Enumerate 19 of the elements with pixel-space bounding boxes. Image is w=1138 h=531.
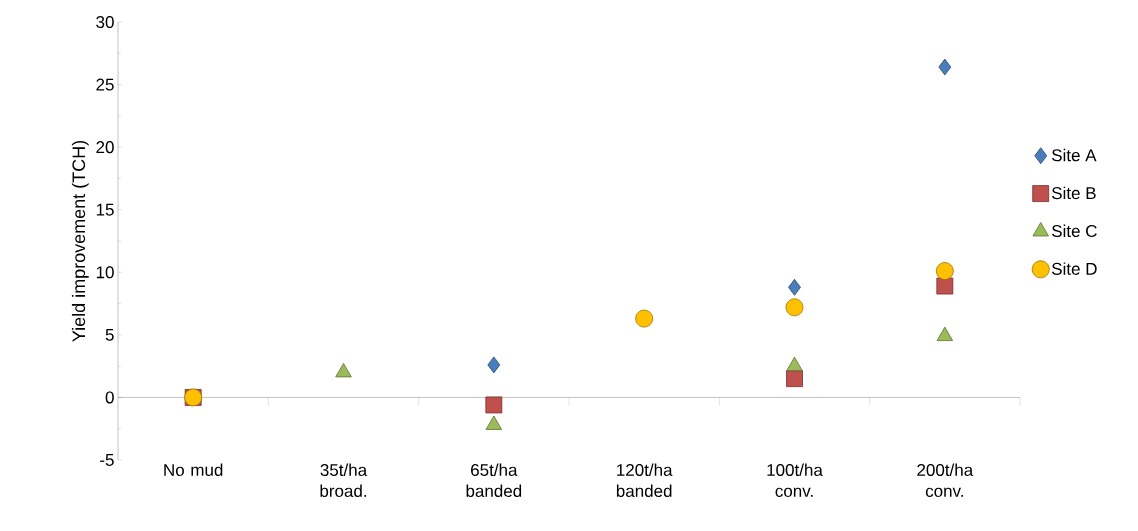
x-tick-label: 65t/ha banded (466, 463, 522, 498)
y-tick-label: 10 (96, 266, 114, 279)
legend-label: Site C (1051, 224, 1097, 238)
y-tick-label: 25 (96, 78, 114, 91)
y-tick-label: 0 (105, 391, 114, 404)
x-tick-label: 120t/ha banded (616, 463, 673, 498)
legend-label: Site D (1051, 262, 1097, 275)
x-tick-label: 200t/ha conv. (917, 463, 974, 498)
y-tick-label: 30 (96, 15, 114, 29)
legend-label: Site B (1051, 186, 1096, 200)
y-tick-label: 20 (96, 141, 114, 154)
x-tick-label: 100t/ha conv. (767, 463, 823, 498)
y-tick-label: -5 (100, 454, 114, 466)
y-tick-label: 5 (105, 328, 114, 341)
x-tick-label: No mud (164, 463, 223, 477)
y-axis-title: Yield improvement (TCH) (71, 140, 89, 342)
x-tick-label: 35t/ha broad. (320, 463, 368, 498)
y-tick-label: 15 (96, 203, 114, 216)
legend-label: Site A (1051, 148, 1097, 162)
